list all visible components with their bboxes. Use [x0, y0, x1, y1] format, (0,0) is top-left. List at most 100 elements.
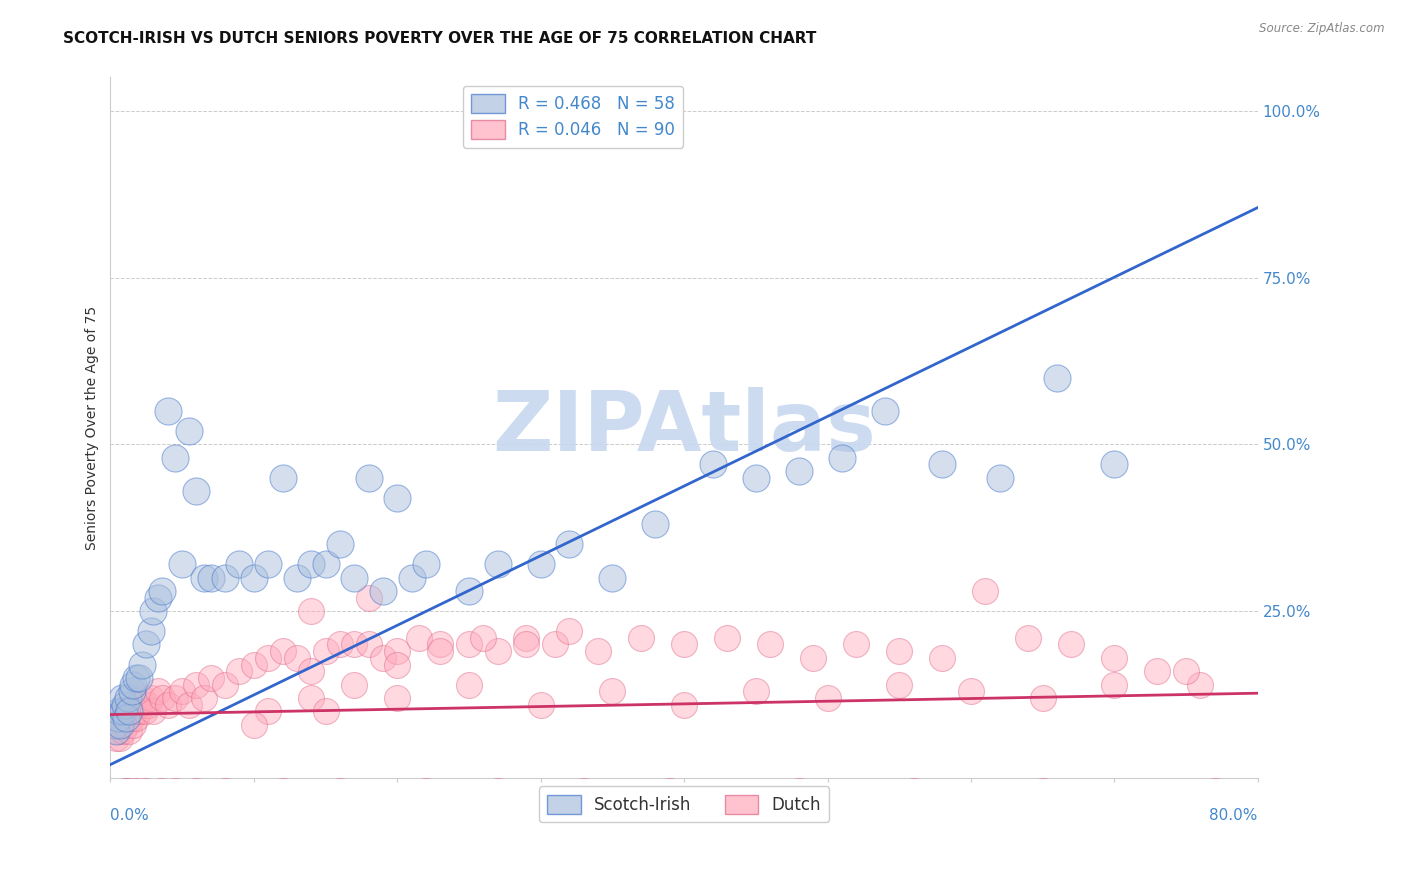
- Text: Source: ZipAtlas.com: Source: ZipAtlas.com: [1260, 22, 1385, 36]
- Point: [472, 631, 495, 645]
- Point: [146, 684, 169, 698]
- Point: [108, 704, 131, 718]
- Point: [122, 677, 145, 691]
- Point: [150, 584, 173, 599]
- Point: [115, 717, 138, 731]
- Point: [1104, 458, 1126, 472]
- Point: [139, 624, 162, 639]
- Point: [408, 631, 430, 645]
- Point: [139, 791, 162, 805]
- Point: [931, 650, 953, 665]
- Point: [702, 458, 724, 472]
- Point: [572, 784, 595, 798]
- Point: [387, 644, 409, 658]
- Point: [357, 791, 380, 805]
- Point: [299, 558, 322, 572]
- Point: [387, 690, 409, 705]
- Point: [112, 724, 135, 739]
- Point: [124, 704, 146, 718]
- Point: [156, 698, 179, 712]
- Point: [415, 784, 437, 798]
- Point: [458, 677, 481, 691]
- Point: [156, 791, 179, 805]
- Point: [172, 791, 194, 805]
- Point: [110, 717, 132, 731]
- Point: [1204, 784, 1226, 798]
- Point: [228, 558, 250, 572]
- Point: [1104, 791, 1126, 805]
- Point: [139, 690, 162, 705]
- Point: [960, 684, 983, 698]
- Point: [163, 690, 186, 705]
- Point: [128, 791, 150, 805]
- Point: [343, 571, 366, 585]
- Point: [357, 638, 380, 652]
- Point: [156, 404, 179, 418]
- Point: [271, 471, 294, 485]
- Point: [121, 791, 143, 805]
- Point: [1032, 784, 1054, 798]
- Point: [228, 791, 250, 805]
- Point: [544, 638, 567, 652]
- Point: [257, 650, 280, 665]
- Point: [486, 558, 509, 572]
- Point: [1175, 664, 1198, 678]
- Point: [243, 657, 266, 672]
- Point: [105, 731, 128, 745]
- Point: [1104, 677, 1126, 691]
- Text: 0.0%: 0.0%: [111, 808, 149, 823]
- Point: [515, 631, 537, 645]
- Point: [1146, 664, 1168, 678]
- Point: [214, 571, 236, 585]
- Point: [193, 571, 215, 585]
- Point: [107, 724, 129, 739]
- Point: [200, 791, 222, 805]
- Point: [299, 791, 322, 805]
- Point: [558, 124, 581, 138]
- Point: [125, 784, 148, 798]
- Point: [889, 677, 911, 691]
- Point: [329, 784, 352, 798]
- Point: [114, 704, 136, 718]
- Point: [105, 724, 128, 739]
- Point: [128, 671, 150, 685]
- Text: 80.0%: 80.0%: [1209, 808, 1258, 823]
- Point: [134, 784, 156, 798]
- Point: [371, 650, 394, 665]
- Point: [1104, 650, 1126, 665]
- Point: [873, 404, 896, 418]
- Point: [163, 450, 186, 465]
- Point: [257, 558, 280, 572]
- Point: [285, 571, 308, 585]
- Point: [673, 698, 696, 712]
- Point: [702, 791, 724, 805]
- Point: [108, 711, 131, 725]
- Point: [120, 704, 142, 718]
- Point: [110, 731, 132, 745]
- Point: [228, 664, 250, 678]
- Point: [315, 558, 337, 572]
- Point: [530, 698, 553, 712]
- Point: [315, 704, 337, 718]
- Point: [186, 784, 208, 798]
- Point: [125, 711, 148, 725]
- Point: [845, 791, 868, 805]
- Point: [1046, 370, 1069, 384]
- Point: [131, 690, 153, 705]
- Point: [172, 558, 194, 572]
- Point: [387, 657, 409, 672]
- Point: [125, 671, 148, 685]
- Point: [429, 644, 451, 658]
- Point: [357, 591, 380, 605]
- Point: [343, 638, 366, 652]
- Point: [343, 677, 366, 691]
- Point: [115, 711, 138, 725]
- Point: [200, 671, 222, 685]
- Point: [299, 664, 322, 678]
- Point: [200, 571, 222, 585]
- Point: [787, 784, 810, 798]
- Point: [1060, 638, 1083, 652]
- Point: [586, 644, 609, 658]
- Point: [111, 690, 134, 705]
- Point: [329, 638, 352, 652]
